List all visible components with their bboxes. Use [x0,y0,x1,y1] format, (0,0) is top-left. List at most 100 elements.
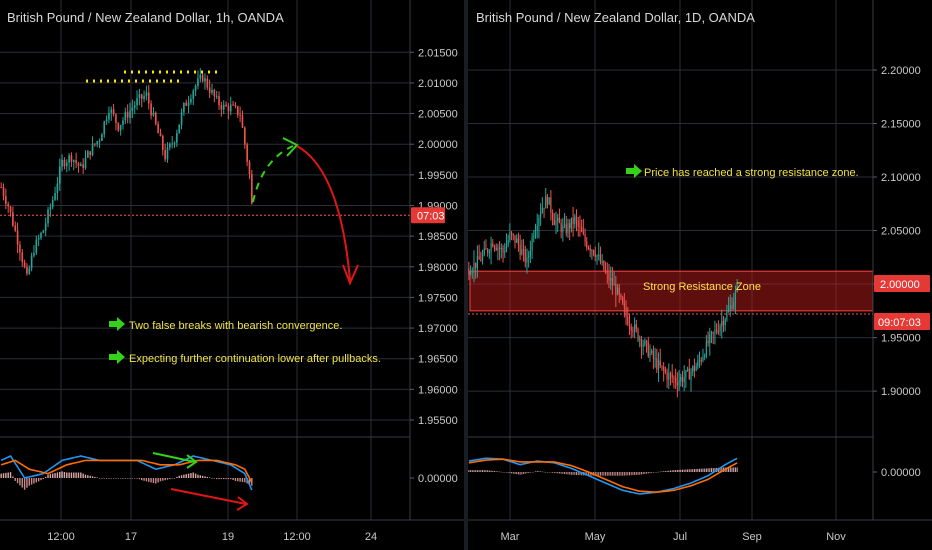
candle-body [14,225,17,231]
candle-body [697,360,699,367]
price-tick-label: 2.01500 [418,47,458,59]
candle-body [731,305,733,309]
right-price-axis[interactable]: 2.20000 2.15000 2.10000 2.05000 2.00000 1.950… [872,0,932,520]
candle-body [54,193,56,200]
candle-body [550,197,552,213]
candle-body [572,217,574,224]
macd-histogram-bar [492,470,494,472]
candle-body [620,294,622,298]
candle-body [499,247,501,249]
macd-histogram-bar [572,472,574,475]
macd-histogram-bar [178,475,180,478]
candle-body [469,273,472,275]
price-tick-label: 1.97000 [418,323,458,335]
candle-body [560,223,562,232]
candle-body [541,207,543,213]
macd-histogram-bar [176,476,178,478]
macd-histogram-bar [603,472,605,476]
macd-histogram-bar [488,470,490,472]
candle-body [707,340,709,344]
candle-body [702,356,704,361]
macd-histogram-bar [565,472,567,475]
macd-histogram-bar [579,472,581,476]
candle-body [690,371,692,380]
macd-histogram-bar [49,474,52,478]
macd-histogram-bar [117,478,120,479]
macd-histogram-bar [642,472,644,475]
macd-histogram-bar [108,478,110,479]
candle-body [509,232,511,240]
macd-histogram-bar [646,472,648,474]
candle-body [567,223,569,233]
candle-body [640,338,643,347]
macd-histogram-bar [699,468,701,472]
time-tick-label: 12:00 [283,531,311,543]
macd-divergence-green-line [152,452,196,463]
candle-body [84,157,87,168]
candle-body [654,358,656,360]
macd-histogram-bar [702,468,704,472]
macd-histogram-bar [59,471,61,478]
right-chart-pane[interactable]: Strong Resistance Zone British Pound / N… [468,0,932,520]
price-tick-label: 2.15000 [881,118,921,130]
candle-body [681,377,684,382]
candle-body [587,247,590,249]
right-time-axis[interactable]: Mar May Jul Sep Nov [468,519,932,543]
price-tick-label: 2.20000 [881,65,921,77]
macd-histogram-bar [617,472,619,476]
candle-body [671,374,673,378]
candle-body [124,112,127,121]
candle-body [471,271,473,274]
candle-body [194,86,197,91]
time-tick-label: 12:00 [47,531,75,543]
candle-body [236,106,239,115]
time-tick-label: Nov [826,531,846,543]
macd-histogram-bar [35,478,38,483]
macd-histogram-bar [569,472,571,475]
macd-histogram-bar [148,478,150,482]
candle-body [122,120,124,125]
candle-body [169,143,171,148]
candle-body [685,370,687,378]
macd-histogram-bar [647,472,649,474]
candle-body [593,250,595,255]
macd-histogram-bar [112,478,115,479]
macd-histogram-bar [495,471,497,472]
macd-histogram-bar [94,476,96,478]
macd-histogram-bar [208,477,211,478]
left-time-axis[interactable]: 12:00 17 19 12:00 24 [0,519,464,543]
candle-body [594,254,596,258]
macd-zero-label: 0.00000 [881,467,921,479]
right-countdown-tag-label: 09:07:03 [878,317,921,329]
macd-histogram-bar [630,472,632,476]
macd-histogram-bar [546,472,548,473]
candle-body [117,122,120,131]
resistance-zone-box[interactable] [469,270,874,312]
macd-histogram-bar [695,468,697,472]
candle-body [579,226,581,228]
candle-body [676,382,678,386]
candle-body [608,272,610,281]
macd-histogram-bar [145,478,148,482]
candle-body [729,305,731,309]
candle-body [634,324,636,332]
macd-histogram-bar [550,472,552,473]
macd-histogram-bar [581,472,583,476]
candle-body [642,344,644,347]
macd-histogram-bar [63,471,66,478]
left-chart-pane[interactable]: British Pound / New Zealand Dollar, 1h, … [0,0,464,520]
macd-histogram-bar [124,478,127,479]
macd-histogram-bar [105,478,108,479]
macd-histogram-bar [541,471,543,473]
candle-body [526,257,528,263]
macd-histogram-bar [0,473,2,478]
macd-histogram-bar [700,468,702,472]
candle-body [115,114,117,123]
left-price-axis[interactable]: 2.015002.010002.005002.000001.995001.990… [409,0,464,520]
candle-body [47,209,49,224]
candle-body [40,232,42,239]
macd-histogram-bar [166,478,169,480]
pane-divider[interactable] [464,0,468,550]
candle-body [138,94,141,99]
candle-body [543,207,545,209]
